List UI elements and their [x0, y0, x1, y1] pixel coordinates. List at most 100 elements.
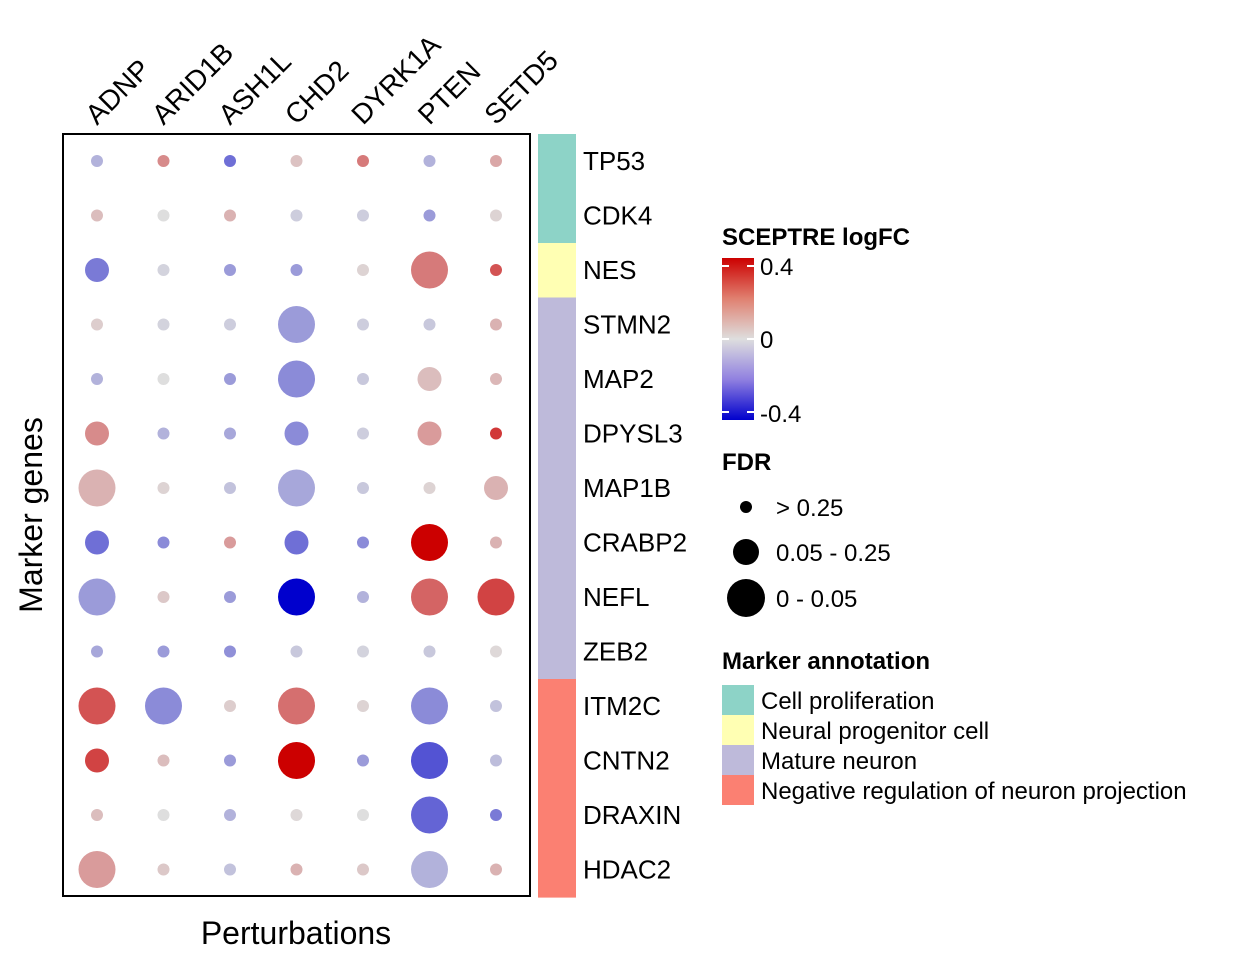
column-label-setd5: SETD5 — [478, 45, 564, 131]
dot-cdk4-pten — [423, 209, 436, 222]
dot-cdk4-dyrk1a — [357, 209, 369, 222]
size-legend-label-small: > 0.25 — [776, 495, 843, 522]
dot-tp53-chd2 — [290, 155, 303, 167]
dot-itm2c-ash1l — [224, 700, 236, 712]
annotation-legend-swatch-cell-proliferation — [722, 685, 754, 715]
row-label-map1b: MAP1B — [583, 473, 671, 503]
dot-map1b-chd2 — [278, 469, 315, 507]
row-label-nefl: NEFL — [583, 582, 649, 612]
dot-nefl-pten — [411, 578, 448, 616]
dot-zeb2-adnp — [91, 645, 103, 658]
annotation-cell-dpysl3 — [538, 406, 576, 462]
dot-zeb2-ash1l — [224, 645, 236, 658]
dot-stmn2-chd2 — [278, 306, 315, 343]
dot-cntn2-chd2 — [278, 742, 315, 779]
annotation-legend-swatch-mature-neuron — [722, 745, 754, 775]
dot-hdac2-dyrk1a — [357, 863, 369, 876]
dots-layer — [78, 155, 515, 888]
annotation-cell-tp53 — [538, 134, 576, 190]
size-legend-dot-large — [727, 579, 765, 617]
dot-tp53-adnp — [91, 155, 103, 167]
row-label-nes: NES — [583, 255, 636, 285]
annotation-cell-hdac2 — [538, 842, 576, 898]
dot-nes-adnp — [85, 258, 109, 282]
dot-map2-adnp — [91, 373, 103, 385]
dot-stmn2-arid1b — [157, 318, 170, 331]
dot-cntn2-pten — [411, 742, 448, 779]
dot-dpysl3-arid1b — [157, 427, 170, 440]
dot-cntn2-setd5 — [490, 754, 502, 767]
color-legend-tick-label-zero: 0 — [760, 327, 773, 354]
annotation-cell-nefl — [538, 570, 576, 626]
color-legend-title: SCEPTRE logFC — [722, 224, 910, 251]
row-label-zeb2: ZEB2 — [583, 637, 648, 667]
dot-dpysl3-pten — [417, 421, 442, 446]
dot-nes-chd2 — [290, 264, 303, 276]
dot-map1b-dyrk1a — [357, 482, 369, 494]
dot-hdac2-setd5 — [490, 863, 502, 876]
row-annotation-bar — [538, 134, 576, 898]
dot-cdk4-adnp — [91, 209, 103, 222]
dot-map1b-arid1b — [157, 482, 170, 494]
size-legend-label-large: 0 - 0.05 — [776, 586, 857, 613]
dot-itm2c-adnp — [78, 687, 116, 725]
dot-dpysl3-chd2 — [284, 421, 309, 446]
dot-nefl-setd5 — [477, 578, 515, 616]
dot-nes-ash1l — [224, 264, 236, 276]
dot-stmn2-pten — [423, 318, 436, 331]
annotation-legend-label-neural-progenitor: Neural progenitor cell — [761, 718, 989, 745]
size-legend: FDR > 0.25 0.05 - 0.25 0 - 0.05 — [722, 449, 891, 617]
dot-nefl-dyrk1a — [357, 591, 369, 603]
annotation-cell-cntn2 — [538, 733, 576, 789]
size-legend-title: FDR — [722, 449, 771, 476]
dot-draxin-adnp — [91, 809, 103, 821]
size-legend-dot-medium — [733, 539, 759, 565]
dot-tp53-pten — [423, 155, 436, 167]
annotation-cell-crabp2 — [538, 515, 576, 571]
annotation-legend-title: Marker annotation — [722, 648, 930, 675]
dot-crabp2-setd5 — [490, 536, 502, 549]
dot-hdac2-pten — [411, 851, 448, 888]
dot-draxin-arid1b — [157, 809, 170, 821]
dot-map2-ash1l — [224, 373, 236, 385]
row-label-hdac2: HDAC2 — [583, 855, 671, 885]
annotation-legend-swatch-neural-progenitor — [722, 715, 754, 745]
dot-cdk4-chd2 — [290, 209, 303, 222]
annotation-cell-zeb2 — [538, 624, 576, 680]
size-legend-label-medium: 0.05 - 0.25 — [776, 540, 891, 567]
dot-stmn2-adnp — [91, 318, 103, 331]
dot-cntn2-adnp — [85, 748, 109, 773]
annotation-cell-map1b — [538, 461, 576, 517]
y-axis-title: Marker genes — [13, 417, 49, 613]
annotation-legend-label-cell-proliferation: Cell proliferation — [761, 688, 934, 715]
dot-tp53-arid1b — [157, 155, 170, 167]
dot-map1b-ash1l — [224, 482, 236, 494]
annotation-legend-label-negative-regulation: Negative regulation of neuron projection — [761, 778, 1187, 805]
dot-map1b-pten — [423, 482, 436, 494]
dot-crabp2-ash1l — [224, 536, 236, 549]
dot-zeb2-dyrk1a — [357, 645, 369, 658]
dot-map2-setd5 — [490, 373, 502, 385]
row-label-dpysl3: DPYSL3 — [583, 419, 683, 449]
row-label-stmn2: STMN2 — [583, 310, 671, 340]
dot-zeb2-pten — [423, 645, 436, 658]
row-label-cntn2: CNTN2 — [583, 746, 670, 776]
dot-draxin-dyrk1a — [357, 809, 369, 821]
dot-map2-chd2 — [278, 360, 315, 398]
dot-cntn2-arid1b — [157, 754, 170, 767]
dot-hdac2-arid1b — [157, 863, 170, 876]
annotation-cell-stmn2 — [538, 297, 576, 353]
dot-cdk4-arid1b — [157, 209, 170, 222]
dot-hdac2-chd2 — [290, 863, 303, 876]
annotation-cell-cdk4 — [538, 188, 576, 244]
dot-cntn2-dyrk1a — [357, 754, 369, 767]
annotation-cell-itm2c — [538, 679, 576, 735]
annotation-legend-swatch-negative-regulation — [722, 775, 754, 805]
row-labels: TP53 CDK4 NES STMN2 MAP2 DPYSL3 MAP1B CRABP2 NEF… — [583, 146, 687, 885]
color-legend-tick-label-max: 0.4 — [760, 254, 793, 281]
dot-dpysl3-setd5 — [490, 427, 502, 440]
dot-nefl-arid1b — [157, 591, 170, 603]
annotation-legend: Marker annotation Cell proliferation Neu… — [722, 648, 1187, 805]
dot-tp53-dyrk1a — [357, 155, 369, 167]
dot-crabp2-dyrk1a — [357, 536, 369, 549]
